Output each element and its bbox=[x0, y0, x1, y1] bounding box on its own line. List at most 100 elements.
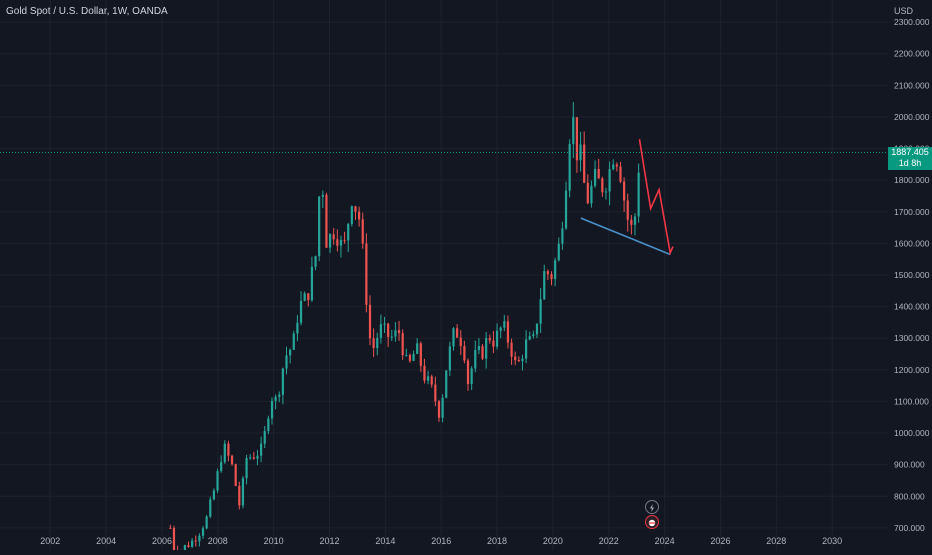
candle-body bbox=[543, 271, 546, 300]
candle-body bbox=[539, 299, 542, 324]
candle-body bbox=[328, 234, 332, 248]
candle-body bbox=[568, 144, 571, 191]
candle-body bbox=[263, 431, 266, 444]
y-tick-label: 1400.000 bbox=[894, 302, 930, 312]
candle-body bbox=[423, 365, 426, 381]
candle-body bbox=[336, 239, 339, 246]
candle-body bbox=[608, 169, 611, 192]
candle-body bbox=[564, 190, 568, 229]
last-price-value: 1887.405 bbox=[891, 146, 929, 157]
x-tick-label: 2006 bbox=[152, 536, 172, 546]
y-tick-label: 1600.000 bbox=[894, 238, 930, 248]
candle-body bbox=[350, 206, 353, 224]
candle-body bbox=[546, 271, 549, 275]
candle-body bbox=[583, 144, 586, 183]
x-tick-label: 2010 bbox=[264, 536, 284, 546]
candle-body bbox=[194, 540, 197, 542]
candle-body bbox=[274, 396, 277, 401]
candle-body bbox=[278, 394, 281, 397]
candle-body bbox=[554, 260, 557, 280]
candle-body bbox=[361, 219, 364, 244]
candle-body bbox=[169, 527, 172, 529]
candle-body bbox=[172, 527, 176, 551]
candle-body bbox=[205, 516, 208, 529]
y-tick-label: 2200.000 bbox=[894, 49, 930, 59]
lightning-icon[interactable] bbox=[645, 500, 659, 514]
candle-body bbox=[532, 334, 535, 337]
candle-body bbox=[314, 256, 317, 267]
candle-body bbox=[227, 443, 230, 456]
candle-body bbox=[201, 528, 205, 536]
candle-body bbox=[615, 164, 618, 167]
candle-body bbox=[307, 293, 310, 301]
candle-body bbox=[354, 206, 357, 212]
candle-body bbox=[216, 471, 219, 491]
candle-body bbox=[394, 330, 397, 337]
candle-body bbox=[535, 323, 539, 335]
candle-body bbox=[234, 464, 237, 486]
y-tick-label: 2300.000 bbox=[894, 17, 930, 27]
candle-body bbox=[430, 376, 433, 385]
x-tick-label: 2030 bbox=[822, 536, 842, 546]
candle-body bbox=[419, 343, 422, 366]
candle-body bbox=[575, 117, 579, 161]
x-tick-label: 2018 bbox=[487, 536, 507, 546]
candle-body bbox=[637, 172, 640, 217]
candle-body bbox=[521, 358, 524, 362]
price-axis[interactable]: 700.000 800.000 900.000 1000.000 1100.000 120… bbox=[888, 0, 932, 550]
x-tick-label: 2022 bbox=[599, 536, 619, 546]
candle-body bbox=[318, 196, 321, 257]
candle-body bbox=[412, 353, 415, 361]
candle-body bbox=[426, 376, 430, 381]
candle-body bbox=[209, 499, 212, 517]
candle-body bbox=[347, 223, 350, 241]
candle-body bbox=[514, 356, 517, 361]
candle-body bbox=[198, 535, 201, 542]
candle-body bbox=[470, 368, 473, 385]
candle-body bbox=[212, 490, 216, 500]
candle-body bbox=[296, 322, 299, 334]
candle-body bbox=[590, 185, 593, 204]
x-tick-label: 2012 bbox=[319, 536, 339, 546]
candle-body bbox=[495, 330, 499, 347]
support-trendline[interactable] bbox=[580, 217, 671, 256]
candle-body bbox=[633, 216, 637, 225]
projection-arrow[interactable] bbox=[638, 138, 674, 256]
candle-body bbox=[325, 194, 328, 248]
candle-body bbox=[238, 485, 241, 506]
x-tick-label: 2020 bbox=[543, 536, 563, 546]
candle-body bbox=[572, 117, 575, 145]
candle-body bbox=[448, 346, 451, 371]
candle-body bbox=[528, 336, 531, 340]
x-tick-label: 2008 bbox=[208, 536, 228, 546]
y-tick-label: 900.000 bbox=[894, 460, 925, 470]
candle-body bbox=[372, 338, 375, 349]
candle-body bbox=[593, 168, 597, 186]
candle-body bbox=[434, 384, 437, 402]
x-tick-label: 2002 bbox=[40, 536, 60, 546]
candle-body bbox=[463, 346, 466, 361]
candle-body bbox=[270, 400, 274, 419]
candle-body bbox=[441, 397, 444, 418]
candle-body bbox=[368, 304, 372, 339]
candle-body bbox=[586, 182, 589, 204]
candle-body bbox=[561, 228, 564, 244]
candle-body bbox=[383, 323, 386, 325]
candle-body bbox=[524, 339, 528, 359]
x-tick-label: 2028 bbox=[766, 536, 786, 546]
y-tick-label: 2100.000 bbox=[894, 80, 930, 90]
chart-area[interactable]: 2002 2004 2006 2008 2010 2012 2014 2016 2018 2020… bbox=[0, 0, 888, 555]
candle-body bbox=[223, 443, 226, 463]
candle-body bbox=[397, 330, 401, 334]
currency-label: USD bbox=[894, 6, 914, 16]
candle-body bbox=[506, 321, 510, 343]
y-tick-label: 1200.000 bbox=[894, 365, 930, 375]
candle-body bbox=[285, 355, 288, 369]
alert-icon[interactable] bbox=[645, 515, 659, 529]
candle-body bbox=[492, 340, 495, 347]
candle-body bbox=[292, 333, 295, 350]
candle-body bbox=[267, 418, 270, 432]
candle-body bbox=[604, 191, 608, 193]
candle-body bbox=[597, 168, 600, 179]
price-chart[interactable]: 2002 2004 2006 2008 2010 2012 2014 2016 2018 2020… bbox=[0, 0, 888, 555]
